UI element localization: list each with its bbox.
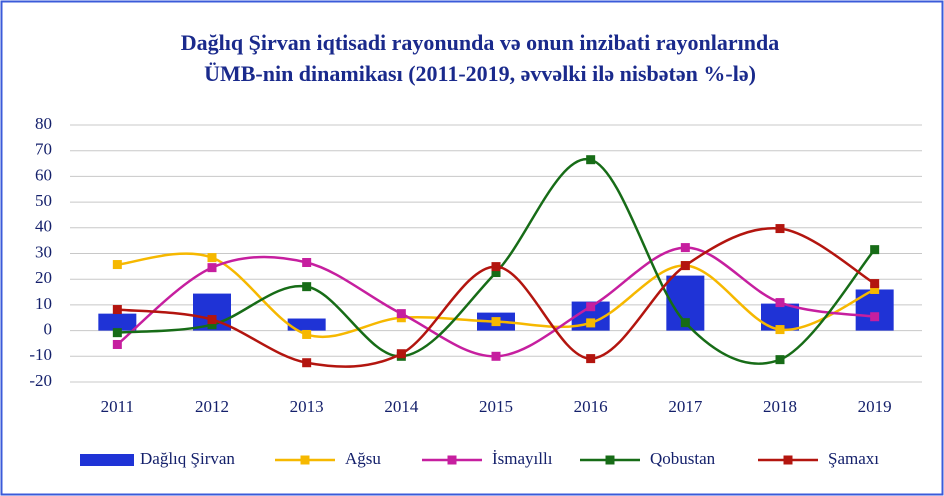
y-tick-label: 40 — [35, 217, 52, 236]
marker — [112, 328, 122, 338]
marker — [396, 349, 406, 359]
y-tick-label: 30 — [35, 242, 52, 261]
y-tick-label: 60 — [35, 165, 52, 184]
y-tick-label: 50 — [35, 191, 52, 210]
marker — [870, 312, 880, 322]
legend-marker — [605, 455, 615, 465]
marker — [586, 354, 596, 364]
marker — [586, 302, 596, 312]
marker — [586, 318, 596, 328]
marker — [112, 260, 122, 270]
marker — [680, 243, 690, 253]
marker — [302, 329, 312, 339]
marker — [112, 305, 122, 315]
y-tick-label: 20 — [35, 268, 52, 287]
x-tick-label: 2015 — [479, 397, 513, 416]
marker — [775, 325, 785, 335]
marker — [207, 320, 217, 330]
marker — [491, 351, 501, 361]
y-tick-label: -20 — [29, 371, 52, 390]
legend-label: Qobustan — [650, 449, 716, 468]
x-tick-label: 2016 — [574, 397, 608, 416]
y-tick-label: 70 — [35, 140, 52, 159]
marker — [207, 315, 217, 325]
x-tick-label: 2011 — [101, 397, 134, 416]
legend-marker — [783, 455, 793, 465]
x-tick-label: 2014 — [384, 397, 419, 416]
chart-title: Dağlıq Şirvan iqtisadi rayonunda və onun… — [181, 30, 779, 55]
marker — [680, 261, 690, 271]
x-tick-label: 2012 — [195, 397, 229, 416]
legend-label: Ağsu — [345, 449, 381, 468]
marker — [491, 262, 501, 272]
marker — [302, 257, 312, 267]
bar — [287, 318, 326, 331]
x-tick-label: 2017 — [668, 397, 703, 416]
marker — [112, 339, 122, 349]
bar — [98, 313, 137, 331]
series-line — [117, 227, 876, 368]
marker — [491, 268, 501, 278]
chart-title: ÜMB-nin dinamikası (2011-2019, əvvəlki i… — [204, 61, 756, 86]
legend-label: Dağlıq Şirvan — [140, 449, 235, 468]
x-tick-label: 2013 — [290, 397, 324, 416]
marker — [870, 284, 880, 294]
legend-marker — [300, 455, 310, 465]
legend-marker — [447, 455, 457, 465]
marker — [491, 317, 501, 327]
marker — [302, 282, 312, 292]
marker — [775, 224, 785, 234]
marker — [396, 309, 406, 319]
y-tick-label: 0 — [44, 320, 53, 339]
marker — [775, 355, 785, 365]
marker — [207, 253, 217, 263]
marker — [775, 298, 785, 308]
marker — [680, 318, 690, 328]
legend-label: İsmayıllı — [492, 449, 553, 468]
series-line — [117, 158, 876, 365]
marker — [586, 155, 596, 165]
marker — [302, 358, 312, 368]
marker — [870, 279, 880, 289]
legend-label: Şamaxı — [828, 449, 879, 468]
marker — [207, 263, 217, 273]
y-tick-label: 10 — [35, 294, 52, 313]
y-tick-label: 80 — [35, 114, 52, 133]
marker — [870, 245, 880, 255]
legend-swatch — [80, 454, 134, 466]
x-tick-label: 2018 — [763, 397, 797, 416]
y-tick-label: -10 — [29, 345, 52, 364]
x-tick-label: 2019 — [858, 397, 892, 416]
